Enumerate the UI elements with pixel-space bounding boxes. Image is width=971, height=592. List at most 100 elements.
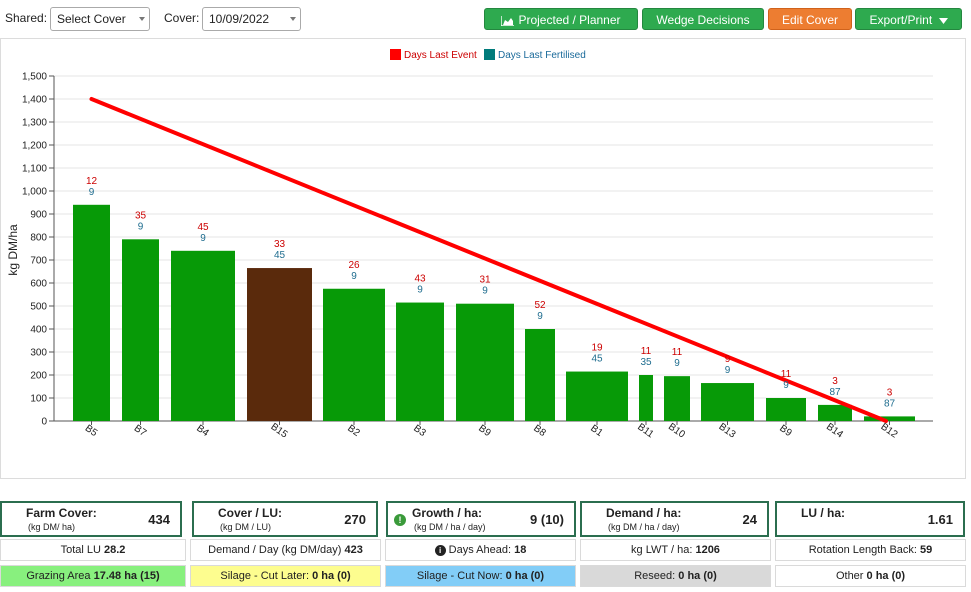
bar-b15[interactable] (247, 268, 312, 421)
farm-cover-box: Farm Cover: (kg DM/ ha) 434 (0, 501, 182, 537)
growth-per-ha-unit: (kg DM / ha / day) (414, 522, 486, 532)
bar-b7[interactable] (122, 239, 159, 421)
bar-b9[interactable] (766, 398, 806, 421)
growth-per-ha-box: ! Growth / ha: (kg DM / ha / day) 9 (10) (386, 501, 576, 537)
days-last-event-label: 43 (414, 274, 426, 285)
legend-swatch-days-last-fertilised (484, 49, 495, 60)
demand-per-ha-unit: (kg DM / ha / day) (608, 522, 680, 532)
days-last-event-label: 31 (479, 275, 491, 286)
other-label: Other (835, 570, 864, 582)
days-last-event-label: 3 (887, 387, 893, 398)
total-lu-cell: Total LU 28.2 (0, 539, 186, 561)
silage-cut-later-cell[interactable]: Silage - Cut Later: 0 ha (0) (190, 565, 381, 587)
lu-per-ha-value: 1.61 (927, 512, 953, 527)
lwt-per-ha-label: kg LWT / ha: (631, 544, 693, 556)
y-tick-label: 500 (30, 302, 47, 313)
days-last-fertilised-label: 9 (725, 365, 731, 376)
days-last-event-label: 3 (832, 376, 838, 387)
bar-b14[interactable] (818, 404, 852, 421)
x-tick-label: B8 (531, 423, 548, 439)
bar-b12[interactable] (864, 416, 915, 421)
days-last-fertilised-label: 9 (537, 311, 543, 322)
info-icon[interactable]: i (434, 544, 446, 556)
days-last-fertilised-label: 35 (640, 357, 652, 368)
days-last-fertilised-label: 9 (417, 285, 423, 296)
bar-b9[interactable] (456, 303, 514, 421)
days-last-event-label: 11 (641, 346, 652, 357)
info-icon[interactable]: ! (394, 514, 406, 526)
target-line-group (89, 97, 888, 423)
reseed-label: Reseed: (634, 570, 676, 582)
bar-b3[interactable] (396, 302, 444, 421)
x-tick-label: B4 (194, 423, 211, 439)
export-print-label: Export/Print (869, 13, 933, 27)
farm-cover-title: Farm Cover: (26, 506, 97, 520)
edit-cover-button[interactable]: Edit Cover (768, 8, 852, 30)
other-value: 0 ha (0) (866, 570, 906, 582)
bar-b13[interactable] (701, 383, 754, 421)
lwt-per-ha-value: 1206 (695, 544, 720, 556)
days-last-event-label: 9 (725, 354, 731, 365)
growth-per-ha-value: 9 (10) (530, 512, 564, 527)
lu-per-ha-title: LU / ha: (801, 506, 845, 520)
farm-cover-unit: (kg DM/ ha) (28, 522, 76, 532)
bar-b8[interactable] (525, 329, 555, 421)
x-tick-label: B14 (824, 421, 845, 440)
days-ahead-label: Days Ahead: (448, 544, 512, 556)
legend-swatch-days-last-event (390, 49, 401, 60)
y-tick-label: 900 (30, 210, 47, 221)
shared-select[interactable]: Select Cover (50, 7, 150, 31)
projected-planner-button[interactable]: Projected / Planner (484, 8, 638, 30)
grazing-area-value: 17.48 ha (15) (93, 570, 160, 582)
days-last-event-label: 19 (591, 343, 603, 354)
y-tick-label: 0 (41, 417, 47, 428)
x-axis-ticks: B5 B7 B4 B15 B2 B3 B9 B8 B1 B11 B10 B13 B9 B14 B12 (83, 421, 900, 441)
demand-per-day-value: 423 (344, 544, 363, 556)
days-last-event-label: 11 (672, 347, 683, 358)
y-tick-label: 400 (30, 325, 47, 336)
days-last-fertilised-label: 9 (89, 187, 95, 198)
export-print-button[interactable]: Export/Print (855, 8, 962, 30)
x-tick-label: B2 (345, 423, 362, 439)
bar-b4[interactable] (171, 250, 235, 421)
days-last-event-label: 35 (135, 210, 147, 221)
silage-cut-later-value: 0 ha (0) (312, 570, 351, 582)
bar-b5[interactable] (73, 204, 110, 421)
grazing-area-cell[interactable]: Grazing Area 17.48 ha (15) (0, 565, 186, 587)
reseed-cell[interactable]: Reseed: 0 ha (0) (580, 565, 771, 587)
silage-cut-now-cell[interactable]: Silage - Cut Now: 0 ha (0) (385, 565, 576, 587)
y-tick-label: 1,400 (22, 95, 47, 106)
bar-b2[interactable] (323, 288, 385, 421)
days-last-event-label: 33 (274, 239, 286, 250)
demand-per-ha-value: 24 (742, 512, 757, 527)
target-wedge-line (89, 97, 888, 423)
caret-down-icon (938, 17, 948, 24)
y-tick-label: 600 (30, 279, 47, 290)
edit-cover-label: Edit Cover (781, 13, 839, 27)
bar-b11[interactable] (639, 375, 653, 421)
rotation-length-cell: Rotation Length Back: 59 (775, 539, 966, 561)
chart-panel: Days Last Event Days Last Fertilised kg … (0, 38, 966, 479)
grazing-area-label: Grazing Area (26, 570, 91, 582)
y-tick-label: 1,200 (22, 141, 47, 152)
demand-per-day-label: Demand / Day (kg DM/day) (208, 544, 342, 556)
demand-per-ha-title: Demand / ha: (606, 506, 682, 520)
y-tick-label: 300 (30, 348, 47, 359)
other-cell[interactable]: Other 0 ha (0) (775, 565, 966, 587)
wedge-decisions-button[interactable]: Wedge Decisions (642, 8, 764, 30)
bar-b1[interactable] (566, 371, 628, 421)
y-tick-label: 800 (30, 233, 47, 244)
growth-per-ha-title: Growth / ha: (412, 506, 482, 520)
cover-date-value: 10/09/2022 (209, 12, 270, 26)
y-tick-label: 1,500 (22, 72, 47, 83)
days-last-fertilised-label: 9 (351, 271, 357, 282)
x-tick-label: B15 (268, 421, 289, 440)
cover-date-select[interactable]: 10/09/2022 (202, 7, 301, 31)
days-last-fertilised-label: 87 (829, 387, 841, 398)
bar-b10[interactable] (664, 376, 690, 421)
x-tick-label: B1 (588, 423, 605, 439)
cover-per-lu-unit: (kg DM / LU) (220, 522, 272, 532)
lu-per-ha-box: LU / ha: 1.61 (775, 501, 965, 537)
silage-cut-now-value: 0 ha (0) (505, 570, 545, 582)
days-last-fertilised-label: 87 (884, 398, 896, 409)
